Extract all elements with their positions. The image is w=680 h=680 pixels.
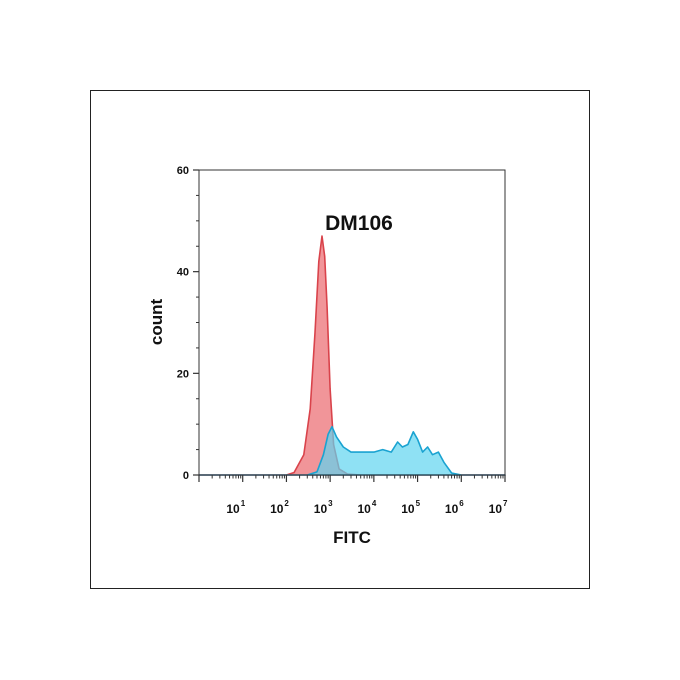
x-tick-base: 10 bbox=[489, 502, 503, 516]
x-tick-exponent: 6 bbox=[459, 499, 464, 508]
x-tick-base: 10 bbox=[270, 502, 284, 516]
x-tick-exponent: 4 bbox=[372, 499, 377, 508]
y-tick-label: 60 bbox=[177, 165, 189, 177]
x-tick-exponent: 5 bbox=[416, 499, 421, 508]
x-tick-base: 10 bbox=[314, 502, 328, 516]
y-tick-label: 20 bbox=[177, 368, 189, 380]
x-tick-exponent: 3 bbox=[328, 499, 333, 508]
x-tick-exponent: 7 bbox=[503, 499, 508, 508]
series-layer bbox=[198, 235, 506, 476]
chart-title: DM106 bbox=[325, 212, 393, 235]
x-axis-title: FITC bbox=[333, 528, 371, 547]
x-tick-label: 10 7 bbox=[489, 499, 508, 516]
x-tick-label: 10 6 bbox=[445, 499, 464, 516]
y-tick-label: 40 bbox=[177, 267, 189, 279]
histogram-series-2 bbox=[198, 425, 506, 476]
x-tick-label: 10 5 bbox=[401, 499, 420, 516]
y-axis-title: count bbox=[147, 299, 166, 346]
x-tick-label: 10 3 bbox=[314, 499, 333, 516]
x-tick-label: 10 1 bbox=[226, 499, 245, 516]
x-tick-base: 10 bbox=[357, 502, 371, 516]
x-tick-label: 10 2 bbox=[270, 499, 289, 516]
x-tick-exponent: 2 bbox=[284, 499, 289, 508]
x-tick-exponent: 1 bbox=[241, 499, 246, 508]
x-tick-label: 10 4 bbox=[357, 499, 376, 516]
x-tick-base: 10 bbox=[226, 502, 240, 516]
figure-frame bbox=[90, 90, 590, 589]
x-axis: 10 1 10 2 10 3 10 4 10 5 10 6 10 7 bbox=[198, 475, 508, 516]
x-tick-base: 10 bbox=[401, 502, 415, 516]
y-tick-label: 0 bbox=[183, 470, 189, 482]
y-axis: 0 20 40 60 bbox=[177, 165, 199, 482]
histogram-series-1 bbox=[198, 235, 506, 476]
x-tick-base: 10 bbox=[445, 502, 459, 516]
